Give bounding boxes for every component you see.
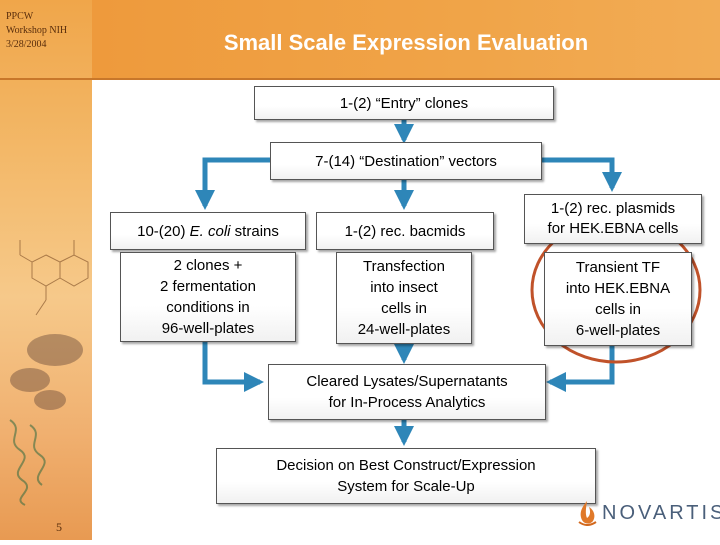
logo-wordmark: NOVARTIS [602,501,720,524]
slide-title: Small Scale Expression Evaluation [223,30,589,55]
clones-fermentation-box: 2 clones + 2 fermentation conditions in … [120,252,296,342]
bacmids-box: 1-(2) rec. bacmids [316,212,494,250]
transient-tf-line-2: into HEK.EBNA [565,280,671,297]
decision-line-1: Decision on Best Construct/Expression [276,457,536,474]
plasmids-label: 1-(2) rec. plasmids for HEK.EBNA cells [548,199,679,239]
flame-icon [578,501,597,526]
lysates-line-1: Cleared Lysates/Supernatants [306,373,508,390]
slide-meta: PPCW Workshop NIH 3/28/2004 [6,10,67,52]
transfection-line-1: Transfection [363,258,445,275]
clones-fermentation-line-3: conditions in [166,299,250,316]
transfection-line-4: 24-well-plates [357,321,451,338]
entry-clones-label: 1-(2) “Entry” clones [339,94,469,112]
transient-tf-line-1: Transient TF [575,259,661,276]
ecoli-italic: E. coli [189,222,231,240]
arrow-transient-to-lysates [546,346,615,392]
lysates-label: Cleared Lysates/Supernatants for In-Proc… [306,371,507,413]
destination-vectors-label: 7-(14) “Destination” vectors [315,152,497,170]
transient-tf-line-4: 6-well-plates [575,322,661,339]
clones-fermentation-line-4: 96-well-plates [161,320,255,337]
left-decorative-panel [0,0,92,540]
arrow-ecoli-to-lysates [202,340,264,392]
decision-label: Decision on Best Construct/Expression Sy… [276,455,535,497]
ecoli-suffix: strains [230,222,279,240]
transfection-label: Transfection into insect cells in 24-wel… [358,256,451,340]
page-number: 5 [56,520,62,534]
plasmids-line-1: 1-(2) rec. plasmids [550,200,676,217]
transient-tf-line-3: cells in [595,301,641,318]
destination-vectors-box: 7-(14) “Destination” vectors [270,142,542,180]
header-band [92,0,720,78]
meta-line-date: 3/28/2004 [6,39,47,50]
meta-line-workshop: PPCW [6,11,34,22]
clones-fermentation-line-1: 2 clones + [173,257,243,274]
transfection-line-3: cells in [381,300,427,317]
meta-line-venue: Workshop NIH [6,25,68,36]
decision-line-2: System for Scale-Up [337,478,475,495]
transient-tf-label: Transient TF into HEK.EBNA cells in 6-we… [566,257,670,341]
clones-fermentation-line-2: 2 fermentation [160,278,256,295]
molecule-illustration [9,240,89,506]
lysates-box: Cleared Lysates/Supernatants for In-Proc… [268,364,546,420]
plasmids-line-2: for HEK.EBNA cells [547,220,679,237]
arrow-destination-to-plasmids [540,157,622,192]
clones-fermentation-label: 2 clones + 2 fermentation conditions in … [160,255,256,339]
ecoli-prefix: 10-(20) [137,222,190,240]
bacmids-label: 1-(2) rec. bacmids [344,222,466,240]
transient-tf-box: Transient TF into HEK.EBNA cells in 6-we… [544,252,692,346]
transfection-box: Transfection into insect cells in 24-wel… [336,252,472,344]
plasmids-box: 1-(2) rec. plasmids for HEK.EBNA cells [524,194,702,244]
ecoli-strains-label: 10-(20) E. coli strains [137,221,279,242]
ecoli-strains-box: 10-(20) E. coli strains [110,212,306,250]
header-divider [0,78,720,80]
transfection-line-2: into insect [370,279,438,296]
decision-box: Decision on Best Construct/Expression Sy… [216,448,596,504]
lysates-line-2: for In-Process Analytics [328,394,486,411]
arrow-destination-to-ecoli [195,157,272,210]
novartis-logo: NOVARTIS [576,500,720,526]
entry-clones-box: 1-(2) “Entry” clones [254,86,554,120]
